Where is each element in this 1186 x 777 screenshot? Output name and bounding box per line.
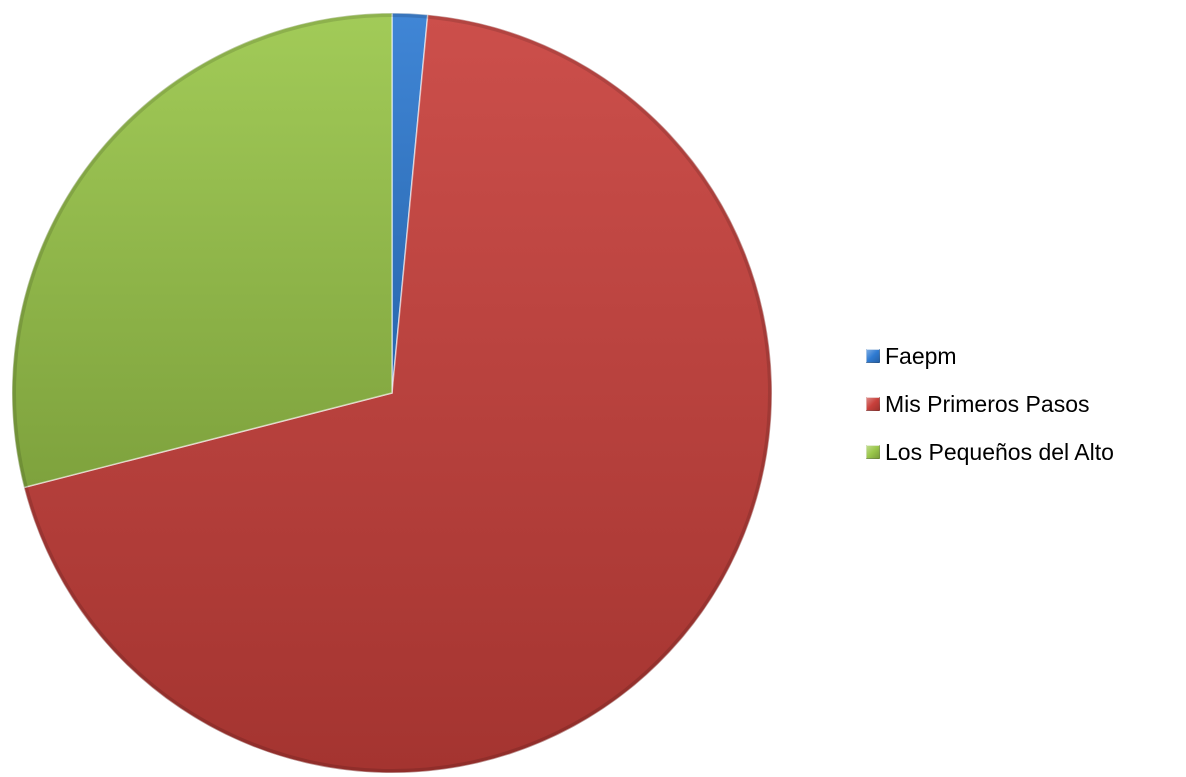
legend-swatch	[866, 349, 880, 363]
legend-swatch	[866, 445, 880, 459]
legend-item: Faepm	[866, 332, 1176, 380]
pie-rim	[12, 13, 772, 773]
pie-slice-los-pequenos-del-alto	[11, 12, 393, 489]
chart-legend: Faepm Mis Primeros Pasos Los Pequeños de…	[866, 332, 1176, 476]
pie-slices	[11, 12, 773, 774]
legend-item: Los Pequeños del Alto	[866, 428, 1176, 476]
legend-label: Mis Primeros Pasos	[885, 390, 1090, 417]
legend-label: Los Pequeños del Alto	[885, 438, 1114, 465]
legend-item: Mis Primeros Pasos	[866, 380, 1176, 428]
pie-slice-mis-primeros-pasos	[23, 13, 773, 774]
legend-swatch	[866, 397, 880, 411]
legend-label: Faepm	[885, 342, 957, 369]
